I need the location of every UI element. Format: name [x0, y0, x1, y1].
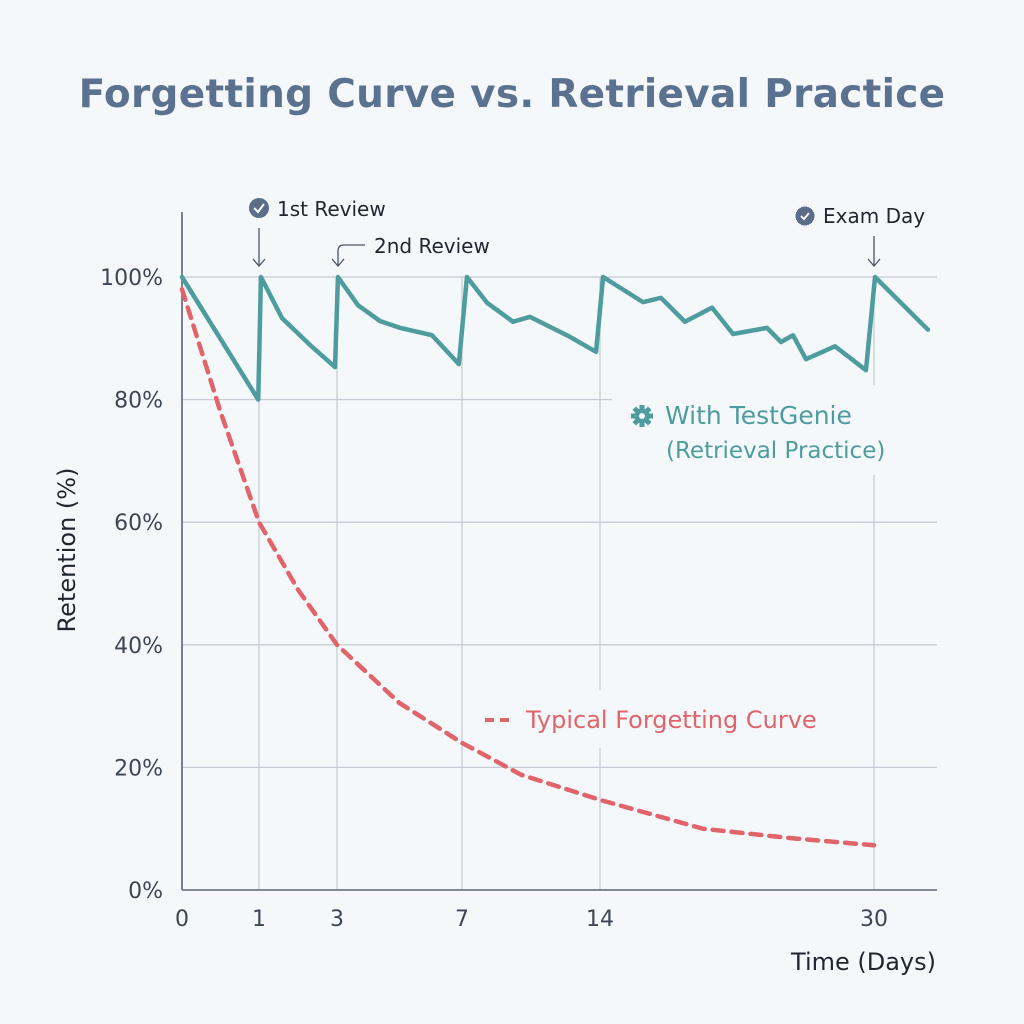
retrieval-series-sublabel: (Retrieval Practice) [666, 438, 885, 464]
arrowhead [867, 258, 881, 267]
y-axis-label: Retention (%) [53, 468, 81, 633]
gear-tooth [639, 421, 645, 427]
retrieval-series-label: With TestGenie [665, 401, 852, 430]
y-tick-label: 40% [114, 634, 163, 659]
annotation-2nd-review: 2nd Review [374, 234, 490, 258]
x-tick-label: 0 [175, 907, 189, 932]
retrieval-practice-line [179, 274, 931, 402]
annotation-exam-day: Exam Day [823, 204, 925, 228]
arrow-2nd-review [337, 244, 365, 266]
y-tick-label: 20% [114, 756, 163, 781]
arrowhead [331, 258, 345, 267]
chart-title: Forgetting Curve vs. Retrieval Practice [78, 72, 946, 117]
annotation-1st-review: 1st Review [277, 197, 386, 221]
x-tick-label: 3 [330, 907, 344, 932]
y-tick-label: 80% [114, 389, 163, 414]
check-circle-icon [249, 198, 269, 218]
badge-check-icon [795, 206, 815, 226]
arrowhead [252, 258, 266, 267]
gear-icon [631, 405, 653, 427]
x-tick-label: 7 [455, 907, 469, 932]
gear-tooth [639, 405, 645, 411]
x-axis-label: Time (Days) [790, 948, 936, 976]
label-background [470, 690, 870, 748]
x-tick-label: 14 [586, 907, 614, 932]
badge-shape [796, 207, 814, 225]
gear-hole [639, 413, 645, 419]
forgetting-curve-line [179, 287, 877, 848]
forgetting-series-label: Typical Forgetting Curve [525, 706, 817, 734]
y-tick-label: 0% [128, 879, 163, 904]
y-tick-label: 60% [114, 511, 163, 536]
label-background [612, 385, 937, 475]
check-mark [253, 203, 265, 214]
x-tick-label: 1 [252, 907, 266, 932]
check-mark [800, 212, 810, 221]
y-tick-label: 100% [100, 266, 163, 291]
x-tick-label: 30 [860, 907, 888, 932]
